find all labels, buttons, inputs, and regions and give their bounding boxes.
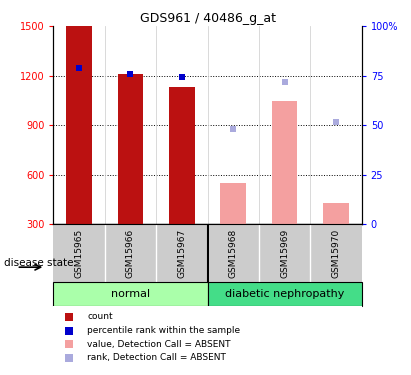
Text: GSM15966: GSM15966	[126, 229, 135, 278]
Text: percentile rank within the sample: percentile rank within the sample	[87, 326, 240, 335]
Title: GDS961 / 40486_g_at: GDS961 / 40486_g_at	[140, 12, 275, 25]
Bar	[272, 100, 298, 224]
Text: GSM15970: GSM15970	[332, 229, 340, 278]
Bar	[66, 26, 92, 224]
FancyBboxPatch shape	[208, 282, 362, 306]
Text: rank, Detection Call = ABSENT: rank, Detection Call = ABSENT	[87, 353, 226, 362]
Text: disease state: disease state	[4, 258, 74, 267]
FancyBboxPatch shape	[53, 282, 208, 306]
Text: GSM15969: GSM15969	[280, 229, 289, 278]
Bar	[220, 183, 246, 224]
Text: GSM15968: GSM15968	[229, 229, 238, 278]
Text: GSM15965: GSM15965	[75, 229, 83, 278]
Bar	[169, 87, 195, 224]
Bar	[323, 203, 349, 224]
Text: GSM15967: GSM15967	[178, 229, 186, 278]
Text: count: count	[87, 312, 113, 321]
Text: diabetic nephropathy: diabetic nephropathy	[225, 289, 344, 299]
Bar	[118, 74, 143, 224]
Text: normal: normal	[111, 289, 150, 299]
Text: value, Detection Call = ABSENT: value, Detection Call = ABSENT	[87, 340, 231, 349]
Bar	[272, 100, 298, 224]
